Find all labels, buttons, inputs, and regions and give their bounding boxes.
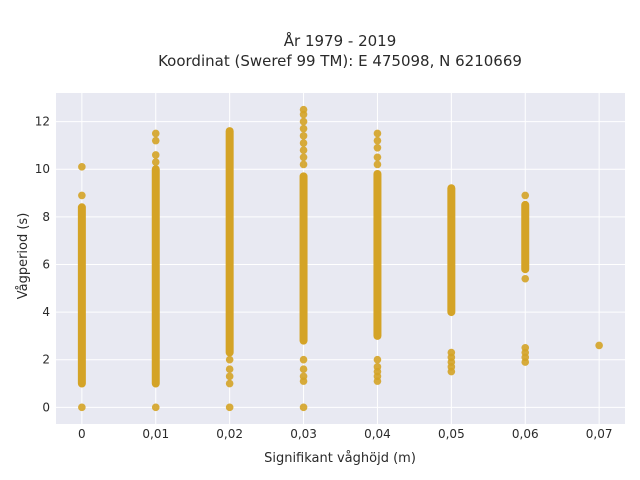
- y-tick-label: 8: [42, 210, 50, 224]
- x-axis-title: Signifikant våghöjd (m): [264, 451, 416, 466]
- data-point: [225, 355, 234, 364]
- y-axis-title: Vågperiod (s): [16, 213, 31, 300]
- x-tick-label: 0,01: [142, 427, 169, 441]
- y-tick-label: 4: [42, 305, 50, 319]
- x-tick-label: 0,03: [290, 427, 317, 441]
- data-point: [151, 129, 160, 138]
- y-tick-label: 10: [35, 162, 50, 176]
- data-point: [299, 105, 308, 114]
- data-point: [151, 158, 160, 166]
- data-point: [225, 379, 234, 388]
- data-point: [299, 132, 308, 140]
- chart-subtitle: Koordinat (Sweref 99 TM): E 475098, N 62…: [158, 52, 522, 70]
- x-tick-label: 0,06: [512, 427, 539, 441]
- data-point: [447, 348, 456, 357]
- data-points: [77, 105, 603, 412]
- x-tick-label: 0,07: [586, 427, 613, 441]
- data-point: [299, 355, 308, 364]
- data-point: [373, 363, 382, 371]
- y-tick-label: 0: [42, 400, 50, 414]
- data-point: [78, 163, 86, 171]
- data-point: [299, 372, 308, 381]
- data-point: [521, 343, 530, 352]
- data-point: [78, 403, 86, 412]
- data-point: [373, 136, 382, 145]
- x-tick-label: 0,05: [438, 427, 465, 441]
- data-point: [78, 191, 86, 200]
- data-point: [373, 153, 382, 162]
- data-point: [299, 146, 308, 154]
- y-tick-label: 12: [35, 115, 50, 129]
- data-point: [521, 274, 530, 283]
- x-tick-label: 0: [78, 427, 86, 441]
- data-point: [225, 372, 234, 381]
- x-axis-ticks: 0 0,01 0,02 0,03 0,04 0,05 0,06 0,07: [78, 427, 612, 441]
- y-tick-label: 6: [42, 257, 50, 271]
- data-point: [373, 143, 382, 152]
- data-point: [299, 153, 308, 162]
- data-point: [299, 403, 308, 412]
- data-point: [225, 403, 234, 412]
- data-point: [225, 365, 234, 374]
- data-point: [373, 129, 382, 138]
- data-point: [373, 160, 382, 169]
- data-point: [299, 139, 308, 147]
- data-point: [299, 124, 308, 133]
- x-tick-label: 0,02: [216, 427, 243, 441]
- data-point: [521, 191, 530, 200]
- chart-title: År 1979 - 2019: [284, 31, 397, 50]
- data-point: [299, 160, 308, 169]
- data-point: [299, 365, 308, 374]
- plot-area: [56, 93, 625, 424]
- data-point: [373, 355, 382, 364]
- x-tick-label: 0,04: [364, 427, 391, 441]
- y-axis-ticks: 0 2 4 6 8 10 12: [35, 115, 50, 415]
- y-tick-label: 2: [42, 353, 50, 367]
- data-point: [151, 151, 160, 159]
- data-point: [299, 117, 308, 126]
- data-point: [595, 341, 603, 350]
- data-point: [151, 403, 160, 412]
- data-point: [151, 136, 160, 145]
